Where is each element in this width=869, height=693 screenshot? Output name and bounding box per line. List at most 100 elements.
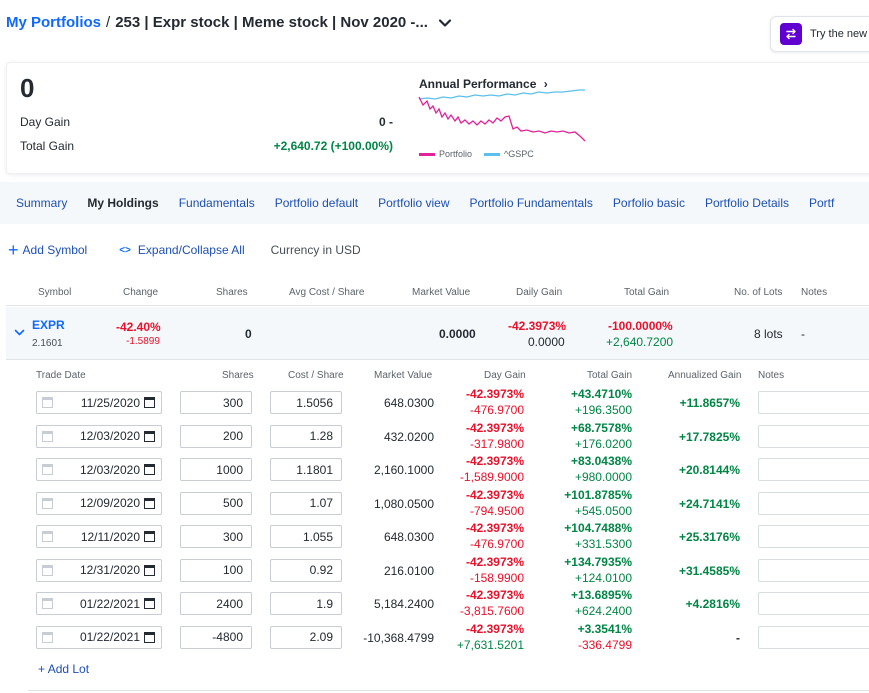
cost-per-share-input[interactable]: 1.055 [270,525,342,548]
total-gain-pct: -100.0000% [608,319,673,333]
cost-per-share-input[interactable]: 1.28 [270,424,342,448]
portfolio-line [418,96,586,142]
lot-notes-input[interactable] [758,558,869,582]
holding-row-expr[interactable]: EXPR 2.1601 -42.40% -1.5899 0 0.0000 -42… [6,307,869,360]
calendar-icon[interactable] [144,464,155,475]
change-pct: -42.40% [116,320,161,334]
tab-portfolio-view[interactable]: Portfolio view [378,196,450,210]
tab-portfolio-default[interactable]: Portfolio default [274,196,359,210]
lot-row: 11/25/2020 300 1.5056 648.0300 -42.3973% -476… [28,387,869,423]
lot-notes-input[interactable] [758,625,869,649]
lot-market-value: 1,080.0500 [373,496,434,511]
trade-date-input[interactable]: 01/22/2021 [36,592,162,615]
cost-per-share-input[interactable]: 1.07 [270,491,342,515]
shares-input[interactable]: 500 [180,491,252,515]
holding-notes: - [801,327,805,341]
trade-date-value: 12/09/2020 [79,496,140,510]
col-notes[interactable]: Notes [801,287,828,298]
holdings-toolbar: + Add Symbol <> Expand/Collapse All Curr… [8,240,361,260]
lot-notes-input[interactable] [758,424,869,448]
col-change[interactable]: Change [123,287,159,298]
chevron-down-icon[interactable] [438,16,452,30]
lot-col-notes: Notes [758,370,785,381]
shares-input[interactable]: -4800 [180,625,252,649]
trade-date-input[interactable]: 12/31/2020 [36,558,162,582]
breadcrumb-my-portfolios-link[interactable]: My Portfolios [6,14,102,31]
col-avg-cost[interactable]: Avg Cost / Share [289,287,365,298]
col-shares[interactable]: Shares [216,287,248,298]
page-title: 253 | Expr stock | Meme stock | Nov 2020… [115,14,428,31]
lot-notes-input[interactable] [758,525,869,548]
tab-my-holdings[interactable]: My Holdings [87,196,159,210]
currency-label: Currency in USD [270,243,361,257]
daily-gain-pct: -42.3973% [508,319,567,333]
cost-per-share-input[interactable]: 1.1801 [270,458,342,481]
col-total-gain[interactable]: Total Gain [624,287,670,298]
shares-input[interactable]: 300 [180,391,252,414]
lot-row: 12/03/2020 1000 1.1801 2,160.1000 -42.3973% -… [28,454,869,490]
annual-performance-link[interactable]: Annual Performance › [419,77,548,91]
lot-market-value: 432.0200 [383,429,434,444]
calendar-icon[interactable] [144,430,155,442]
trade-date-value: 11/25/2020 [80,395,140,410]
tab-porfolio-basic[interactable]: Porfolio basic [612,196,685,210]
lot-market-value: 648.0300 [383,530,434,544]
lots-panel: Trade Date Shares Cost / Share Market Va… [28,360,869,691]
col-market-value[interactable]: Market Value [412,287,471,298]
tab-summary[interactable]: Summary [16,196,68,210]
calendar-icon[interactable] [144,631,155,643]
shares-input[interactable]: 100 [180,558,252,582]
lot-notes-input[interactable] [758,592,869,615]
try-new-button[interactable]: Try the new [770,16,869,52]
lot-notes-input[interactable] [758,458,869,481]
trade-date-input[interactable]: 12/11/2020 [36,525,162,548]
day-gain-label: Day Gain [20,115,71,129]
try-new-label: Try the new [810,28,868,40]
tab-portfolio-details[interactable]: Portfolio Details [704,196,789,210]
calendar-icon[interactable] [144,598,155,609]
trade-date-input[interactable]: 11/25/2020 [36,391,162,414]
cost-per-share-input[interactable]: 1.5056 [270,391,342,414]
trade-date-input[interactable]: 12/03/2020 [36,424,162,448]
tab-fundamentals[interactable]: Fundamentals [178,196,255,210]
cost-per-share-input[interactable]: 1.9 [270,592,342,615]
collapse-chevron-icon[interactable] [14,327,25,341]
lot-notes-input[interactable] [758,491,869,515]
add-lot-button[interactable]: + Add Lot [38,662,90,676]
lot-market-value: -10,368.4799 [363,630,434,645]
cost-per-share-input[interactable]: 2.09 [270,625,342,649]
calendar-icon[interactable] [144,564,155,576]
col-symbol[interactable]: Symbol [38,287,72,298]
shares-input[interactable]: 200 [180,424,252,448]
symbol-link[interactable]: EXPR [32,318,65,332]
trade-date-input[interactable]: 01/22/2021 [36,625,162,649]
lot-day-gain-abs: -794.9500 [469,503,524,518]
trade-date-input[interactable]: 12/03/2020 [36,458,162,481]
lot-market-value: 5,184.2400 [373,597,434,611]
col-daily-gain[interactable]: Daily Gain [516,287,563,298]
calendar-outline-icon [42,497,53,509]
shares-input[interactable]: 1000 [180,458,252,481]
shares-input[interactable]: 2400 [180,592,252,615]
lot-day-gain-pct: -42.3973% [465,454,524,468]
lot-day-gain-abs: -3,815.7600 [459,604,524,618]
calendar-icon[interactable] [144,497,155,509]
calendar-icon[interactable] [144,531,155,542]
calendar-icon[interactable] [144,397,155,408]
lot-total-gain-pct: +3.3541% [577,621,632,636]
col-no-of-lots[interactable]: No. of Lots [734,287,783,298]
cost-per-share-input[interactable]: 0.92 [270,558,342,582]
lot-total-gain-pct: +104.7488% [564,521,632,535]
shares-input[interactable]: 300 [180,525,252,548]
symbol-price: 2.1601 [32,338,63,349]
lot-notes-input[interactable] [758,391,869,414]
add-symbol-button[interactable]: + Add Symbol [8,240,87,260]
lot-day-gain-abs: +7,631.5201 [456,637,524,652]
chart-legend: Portfolio ^GSPC [419,149,546,159]
trade-date-input[interactable]: 12/09/2020 [36,491,162,515]
tab-portf-truncated[interactable]: Portf [809,196,835,210]
plus-icon: + [8,240,19,260]
calendar-outline-icon [42,464,53,475]
tab-portfolio-fundamentals[interactable]: Portfolio Fundamentals [469,196,593,210]
expand-collapse-all-button[interactable]: <> Expand/Collapse All [87,243,244,257]
